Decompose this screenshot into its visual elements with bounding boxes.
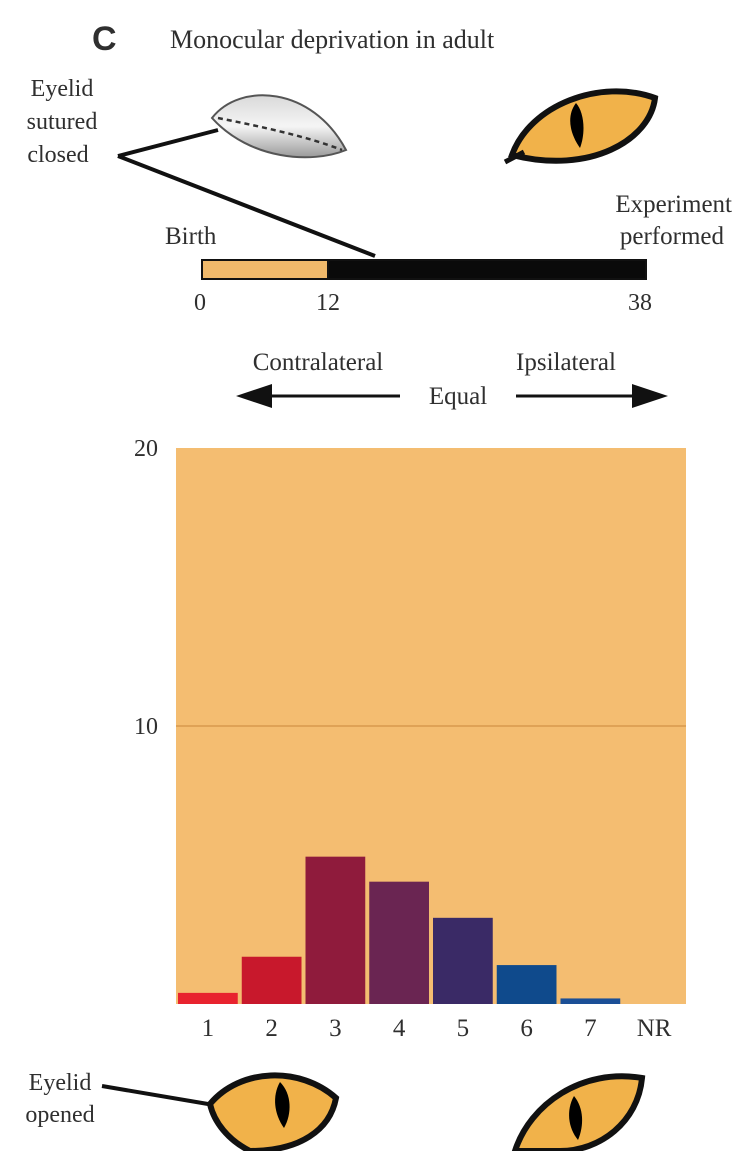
bar-4 [369, 881, 429, 1004]
bar-1 [178, 992, 238, 1004]
bar-5 [433, 917, 493, 1004]
x-tick-labels: 1 2 3 4 5 6 7 NR [202, 1015, 672, 1042]
bar-3 [305, 856, 366, 1004]
bar-6 [496, 965, 557, 1004]
bar-2 [241, 956, 302, 1004]
opened-label-line2: opened [25, 1102, 94, 1128]
bar-7 [560, 998, 621, 1004]
timeline-tick-0: 0 [194, 290, 206, 316]
timeline-birth-label: Birth [165, 223, 217, 250]
arrow-ipsilateral-label: Ipsilateral [516, 349, 616, 376]
panel-title: Monocular deprivation in adult [170, 25, 495, 54]
ocular-dominance-histogram: 20 10 1 2 3 4 5 6 7 NR [134, 436, 686, 1042]
opened-pointer-line [101, 1084, 209, 1106]
panel-letter: C [92, 20, 117, 58]
x-tick-nr: NR [637, 1015, 672, 1042]
opened-label-line1: Eyelid [29, 1070, 92, 1096]
x-tick-4: 4 [393, 1015, 406, 1042]
x-tick-1: 1 [202, 1015, 215, 1042]
sutured-eye-icon [210, 94, 348, 159]
bars [178, 856, 621, 1004]
timeline-performed-label: performed [620, 223, 725, 250]
arrow-equal-label: Equal [429, 383, 487, 410]
x-tick-7: 7 [584, 1015, 597, 1042]
suture-pointer-lines [117, 128, 376, 258]
dominance-arrow [236, 384, 668, 408]
y-tick-20: 20 [134, 436, 158, 462]
timeline-open-period [201, 259, 329, 280]
y-tick-10: 10 [134, 714, 158, 740]
arrow-contralateral-label: Contralateral [253, 349, 384, 376]
timeline-tick-12: 12 [316, 290, 340, 316]
timeline-closed-period [327, 259, 647, 280]
x-tick-6: 6 [520, 1015, 533, 1042]
timeline-experiment-label: Experiment [615, 191, 732, 218]
sutured-label-line1: Eyelid [31, 76, 94, 102]
open-eye-icon [503, 88, 659, 165]
x-tick-5: 5 [457, 1015, 470, 1042]
x-tick-3: 3 [329, 1015, 342, 1042]
right-open-eye-icon [511, 1073, 646, 1151]
timeline-tick-38: 38 [628, 290, 652, 316]
sutured-label-line2: sutured [27, 109, 98, 135]
x-tick-2: 2 [265, 1015, 278, 1042]
left-open-eye-icon [206, 1072, 340, 1151]
sutured-label-line3: closed [27, 142, 88, 168]
timeline-bar [201, 259, 647, 280]
